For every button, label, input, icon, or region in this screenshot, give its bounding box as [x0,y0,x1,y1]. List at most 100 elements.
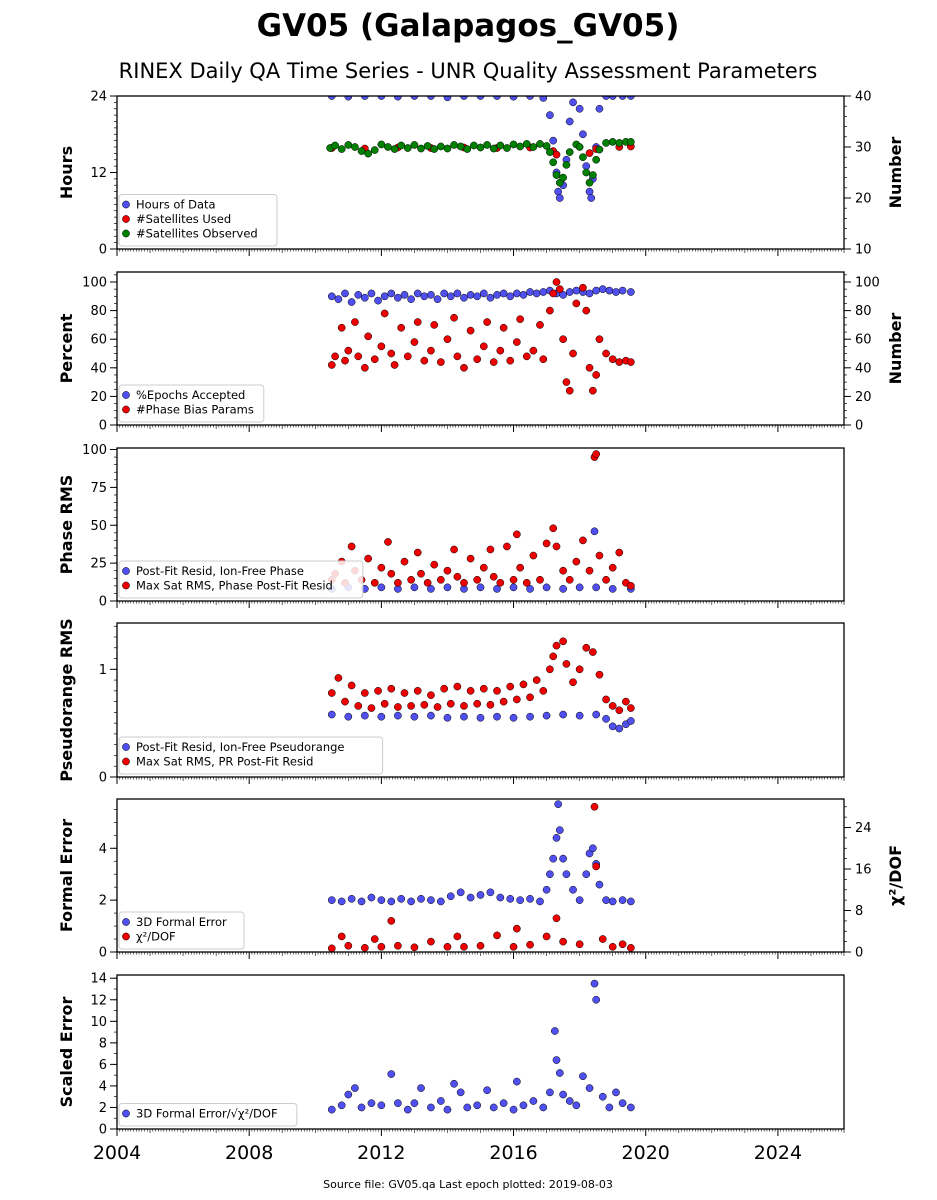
data-point [592,710,601,719]
data-point [585,1084,594,1092]
data-point [493,931,501,940]
data-point [582,162,591,170]
data-point [522,140,531,148]
data-point [479,563,488,572]
axes-frame [116,95,845,250]
data-point [377,942,386,951]
data-point [483,318,491,326]
data-point [559,1090,567,1099]
legend-label: #Satellites Used [136,212,231,226]
data-point [529,1097,538,1105]
data-point [565,575,574,584]
data-point [536,575,544,584]
data-point [509,583,518,592]
legend-label: Max Sat RMS, PR Post-Fit Resid [136,755,313,769]
data-point [575,143,584,151]
data-point [513,530,521,539]
data-point [627,288,635,296]
data-point [443,335,452,344]
data-point [529,551,538,560]
data-point [430,145,439,153]
data-point [367,289,376,298]
legend-label: 3D Formal Error [136,915,227,929]
data-point [552,150,561,159]
y2-tick-label: 60 [855,333,872,348]
data-point [549,652,558,661]
data-point [582,306,591,315]
data-point [466,893,475,902]
data-point [496,578,505,587]
data-point [598,285,607,294]
data-point [509,942,518,951]
legend-marker [122,567,130,575]
data-point [476,583,485,592]
data-point [552,171,561,179]
data-point [466,686,475,695]
data-point [344,1090,353,1099]
data-point [608,722,617,731]
legend-box [118,560,364,599]
data-point [565,148,574,156]
y2-tick-label: 0 [855,946,863,961]
data-point [377,140,386,149]
data-point [380,309,389,318]
data-point [579,153,587,162]
data-point [489,144,498,153]
data-point [565,117,574,126]
plot-area [326,96,635,202]
data-point [476,941,485,950]
data-point [417,894,425,903]
data-point [384,143,392,151]
data-point [562,378,571,386]
data-point [374,296,382,305]
data-point [453,289,462,298]
data-point [546,665,554,674]
data-point [546,1088,554,1097]
y-tick-label: 60 [90,333,107,348]
data-point [519,291,528,299]
data-point [513,338,521,346]
data-point [489,1103,498,1112]
data-point [403,352,412,361]
legend-marker [122,229,130,238]
data-point [575,711,584,720]
data-point [390,145,399,153]
data-point [374,686,382,695]
data-point [413,289,422,298]
data-point [569,98,577,107]
data-point [433,295,442,304]
data-point [327,361,336,369]
data-point [394,711,402,720]
data-point [585,187,594,196]
data-point [493,291,501,299]
data-point [473,699,482,708]
data-point [608,563,617,572]
data-point [559,291,567,299]
data-point [400,291,409,299]
data-point [344,141,353,149]
data-point [337,1101,346,1110]
data-point [493,585,501,593]
data-point [417,1084,425,1092]
data-point [417,144,425,153]
data-point [360,944,369,952]
data-point [590,802,599,811]
data-point [587,194,596,202]
data-point [473,292,482,301]
y2-tick-label: 24 [855,821,872,836]
data-point [453,352,462,361]
data-point [526,940,534,949]
data-point [608,355,617,364]
data-point [590,979,599,988]
data-point [377,583,386,592]
data-point [559,335,567,344]
data-point [627,897,635,906]
data-point [612,288,620,296]
data-point [331,141,339,150]
y-tick-label: 100 [82,276,107,291]
data-point [463,145,472,153]
y2-tick-label: 30 [855,141,872,156]
y2-tick-label: 10 [855,243,872,258]
data-point [585,566,594,575]
